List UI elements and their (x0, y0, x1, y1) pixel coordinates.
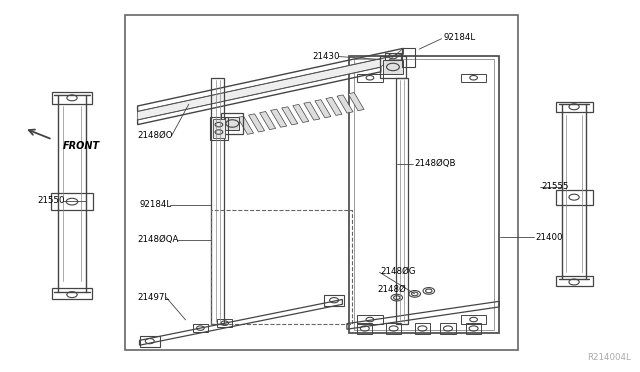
Text: 21555: 21555 (541, 182, 569, 191)
Bar (440, 323, 456, 334)
Bar (354, 59, 494, 330)
Bar (248, 114, 264, 132)
Bar (380, 56, 406, 78)
Bar (324, 295, 344, 306)
Text: 2148ØO: 2148ØO (138, 131, 173, 140)
Bar (357, 315, 383, 324)
Bar (260, 112, 276, 129)
Bar (271, 109, 287, 127)
Bar (221, 113, 243, 134)
Bar (556, 276, 593, 286)
Bar (304, 102, 320, 120)
Bar (211, 210, 352, 324)
Text: 21550: 21550 (37, 196, 65, 205)
Text: 2148ØQB: 2148ØQB (415, 159, 456, 168)
Bar (52, 92, 92, 104)
Bar (349, 56, 499, 333)
Bar (193, 324, 208, 332)
Bar (415, 323, 430, 334)
Bar (461, 74, 486, 82)
Text: 21430: 21430 (312, 52, 340, 61)
Bar (125, 15, 518, 350)
Text: 21400: 21400 (535, 233, 563, 242)
Bar (225, 117, 239, 130)
Bar (385, 53, 401, 60)
Bar (326, 97, 342, 115)
Bar (466, 323, 481, 334)
Bar (315, 100, 331, 118)
Bar (348, 93, 364, 111)
Text: 21497L: 21497L (138, 293, 170, 302)
Bar (52, 288, 92, 299)
Bar (556, 190, 593, 205)
Text: FRONT: FRONT (63, 141, 100, 151)
Text: 2148ØQA: 2148ØQA (138, 235, 179, 244)
Text: 2148ØG: 2148ØG (381, 266, 416, 275)
Bar (402, 48, 415, 67)
Text: 92184L: 92184L (444, 33, 476, 42)
Text: 92184L: 92184L (140, 200, 172, 209)
Bar (386, 323, 401, 334)
Bar (282, 107, 298, 125)
Bar (140, 336, 160, 347)
Bar (292, 105, 309, 122)
Bar (556, 102, 593, 112)
Bar (213, 119, 225, 138)
Bar (51, 193, 93, 210)
Bar (237, 116, 253, 134)
Bar (217, 319, 232, 327)
Bar (383, 60, 403, 74)
Text: R214004L: R214004L (587, 353, 630, 362)
Polygon shape (138, 48, 403, 120)
Bar (337, 95, 353, 113)
Bar (357, 74, 383, 82)
Bar (357, 323, 372, 334)
Text: 2148Ø: 2148Ø (378, 285, 406, 294)
Bar (210, 117, 228, 140)
Bar (461, 315, 486, 324)
